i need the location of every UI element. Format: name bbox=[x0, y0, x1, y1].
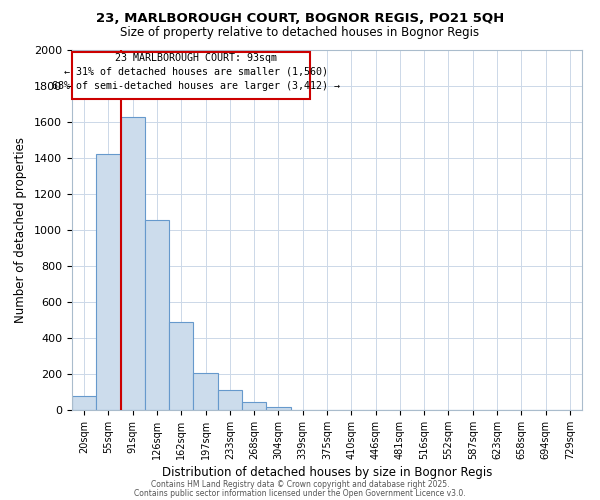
X-axis label: Distribution of detached houses by size in Bognor Regis: Distribution of detached houses by size … bbox=[162, 466, 492, 479]
FancyBboxPatch shape bbox=[72, 52, 310, 98]
Text: 23 MARLBOROUGH COURT: 93sqm: 23 MARLBOROUGH COURT: 93sqm bbox=[115, 53, 277, 63]
Bar bbox=[169, 322, 193, 410]
Bar bbox=[121, 116, 145, 410]
Bar bbox=[72, 396, 96, 410]
Bar bbox=[242, 402, 266, 410]
Text: 68% of semi-detached houses are larger (3,412) →: 68% of semi-detached houses are larger (… bbox=[52, 81, 340, 91]
Bar bbox=[193, 373, 218, 410]
Text: Contains public sector information licensed under the Open Government Licence v3: Contains public sector information licen… bbox=[134, 489, 466, 498]
Text: Contains HM Land Registry data © Crown copyright and database right 2025.: Contains HM Land Registry data © Crown c… bbox=[151, 480, 449, 489]
Y-axis label: Number of detached properties: Number of detached properties bbox=[14, 137, 27, 323]
Bar bbox=[218, 390, 242, 410]
Text: ← 31% of detached houses are smaller (1,560): ← 31% of detached houses are smaller (1,… bbox=[64, 66, 328, 76]
Bar bbox=[145, 220, 169, 410]
Text: 23, MARLBOROUGH COURT, BOGNOR REGIS, PO21 5QH: 23, MARLBOROUGH COURT, BOGNOR REGIS, PO2… bbox=[96, 12, 504, 26]
Text: Size of property relative to detached houses in Bognor Regis: Size of property relative to detached ho… bbox=[121, 26, 479, 39]
Bar bbox=[266, 407, 290, 410]
Bar bbox=[96, 154, 121, 410]
